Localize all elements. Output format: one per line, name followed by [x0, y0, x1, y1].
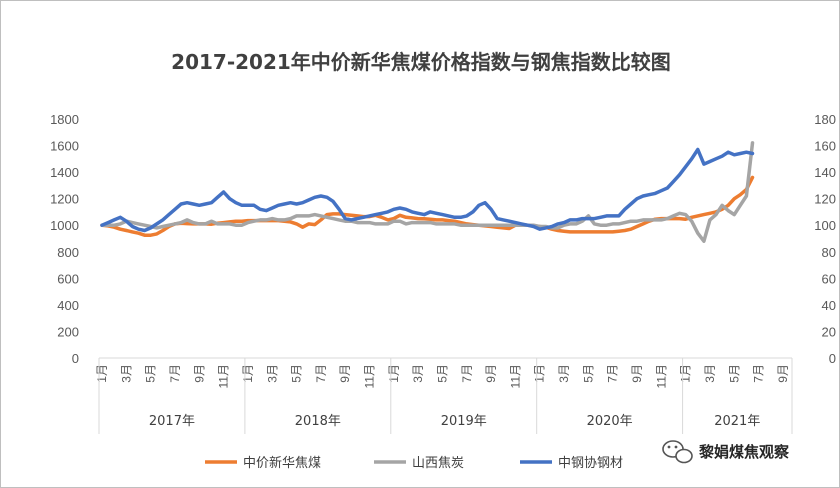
month-tick-label: 5月 [144, 364, 158, 383]
month-tick-label: 5月 [435, 364, 449, 383]
legend-label: 中钢协钢材 [558, 456, 623, 471]
series-line-1 [100, 175, 755, 237]
month-tick-label: 1月 [387, 364, 401, 383]
month-tick-label: 3月 [703, 364, 717, 383]
month-tick-label: 11月 [654, 364, 668, 388]
right-tick-label: 140 [814, 165, 836, 180]
month-tick-label: 3月 [557, 364, 571, 383]
series-line-2 [100, 141, 755, 243]
right-tick-label: 80 [822, 245, 836, 260]
month-tick-label: 3月 [411, 364, 425, 383]
year-label: 2017年 [149, 414, 195, 429]
month-tick-label: 9月 [338, 364, 352, 383]
right-tick-label: 160 [814, 139, 836, 154]
left-tick-label: 1400 [50, 165, 79, 180]
right-axis: 0 20 40 60 80 100 120 140 160 180 [814, 112, 836, 366]
month-tick-label: 1月 [241, 364, 255, 383]
left-tick-label: 1600 [50, 139, 79, 154]
month-tick-label: 3月 [265, 364, 279, 383]
left-tick-label: 1000 [50, 218, 79, 233]
year-label: 2019年 [441, 414, 487, 429]
right-tick-label: 20 [822, 324, 836, 339]
left-tick-label: 0 [72, 351, 79, 366]
month-tick-label: 9月 [776, 364, 790, 383]
left-tick-label: 1200 [50, 192, 79, 207]
month-tick-label: 11月 [508, 364, 522, 388]
month-tick-label: 11月 [363, 364, 377, 388]
month-tick-label: 5月 [290, 364, 304, 383]
right-tick-label: 100 [814, 218, 836, 233]
right-tick-label: 60 [822, 271, 836, 286]
year-label: 2018年 [295, 414, 341, 429]
month-tick-label: 9月 [630, 364, 644, 383]
month-tick-label: 7月 [752, 364, 766, 383]
left-tick-label: 800 [57, 245, 79, 260]
month-tick-label: 9月 [192, 364, 206, 383]
right-tick-label: 180 [814, 112, 836, 127]
left-axis: 0 200 400 600 800 1000 1200 1400 1600 1800 [50, 112, 79, 366]
month-tick-label: 5月 [727, 364, 741, 383]
watermark: 黎娟煤焦观察 [662, 440, 790, 464]
chart-title: 2017-2021年中价新华焦煤价格指数与钢焦指数比较图 [171, 50, 671, 74]
month-tick-label: 7月 [168, 364, 182, 383]
month-tick-label: 7月 [606, 364, 620, 383]
series-line-3 [100, 147, 755, 233]
month-tick-label: 3月 [119, 364, 133, 383]
month-tick-label: 1月 [533, 364, 547, 383]
watermark-text: 黎娟煤焦观察 [699, 443, 790, 461]
month-tick-label: 11月 [217, 364, 231, 388]
month-tick-label: 1月 [679, 364, 693, 383]
month-tick-label: 7月 [460, 364, 474, 383]
month-tick-label: 1月 [95, 364, 109, 383]
left-tick-label: 200 [57, 324, 79, 339]
right-tick-label: 40 [822, 298, 836, 313]
year-label: 2021年 [714, 414, 760, 429]
wechat-icon [662, 440, 693, 464]
legend-label: 中价新华焦煤 [243, 455, 321, 471]
left-tick-label: 400 [57, 298, 79, 313]
month-tick-label: 5月 [581, 364, 595, 383]
x-axis-labels: 1月 3月 5月 7月 9月 11月 1月 3月 5月 7月 9月 11月 1月 3月 5月 7月 9月 11月 1… [95, 358, 793, 434]
month-tick-label: 9月 [484, 364, 498, 383]
plot-area [100, 141, 755, 243]
legend-label: 山西焦炭 [412, 456, 464, 471]
right-tick-label: 0 [829, 351, 836, 366]
legend: 中价新华焦煤 山西焦炭 中钢协钢材 [205, 455, 623, 471]
year-label: 2020年 [587, 414, 633, 429]
right-tick-label: 120 [814, 192, 836, 207]
left-tick-label: 600 [57, 271, 79, 286]
month-tick-label: 7月 [314, 364, 328, 383]
left-tick-label: 1800 [50, 112, 79, 127]
